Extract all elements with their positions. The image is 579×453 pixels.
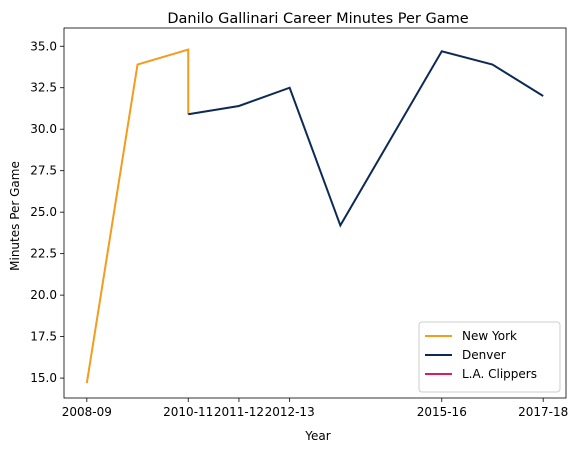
y-tick-label: 17.5 [30,330,57,344]
y-tick-label: 30.0 [30,122,57,136]
y-tick-label: 15.0 [30,371,57,385]
x-tick-label: 2015-16 [417,405,467,419]
x-axis-ticks: 2008-09 2010-11 2011-12 2012-13 2015-16 2017-… [62,398,568,419]
x-axis-label: Year [304,429,330,443]
y-tick-label: 32.5 [30,81,57,95]
series-line-denver [188,50,544,228]
y-tick-label: 20.0 [30,288,57,302]
x-tick-label: 2011-12 [214,405,264,419]
series-lines [85,48,544,384]
legend-label-denver: Denver [462,348,506,362]
x-tick-label: 2017-18 [518,405,568,419]
y-tick-label: 22.5 [30,247,57,261]
chart-title: Danilo Gallinari Career Minutes Per Game [167,11,468,27]
y-tick-label: 27.5 [30,164,57,178]
x-tick-label: 2008-09 [62,405,112,419]
x-tick-label: 2012-13 [265,405,315,419]
y-tick-label: 35.0 [30,39,57,53]
y-axis-label: Minutes Per Game [8,161,22,271]
legend-box [418,321,561,393]
y-tick-label: 25.0 [30,205,57,219]
series-line-new-york [85,48,190,384]
legend-label-l-a-clippers: L.A. Clippers [462,367,537,381]
y-axis-ticks: 15.0 17.5 20.0 22.5 25.0 27.5 30.0 32.5 35.0 [30,39,64,385]
plot-frame [63,27,567,399]
legend: New York Denver L.A. Clippers [418,321,561,393]
x-tick-label: 2010-11 [163,405,213,419]
legend-label-new-york: New York [462,329,517,343]
